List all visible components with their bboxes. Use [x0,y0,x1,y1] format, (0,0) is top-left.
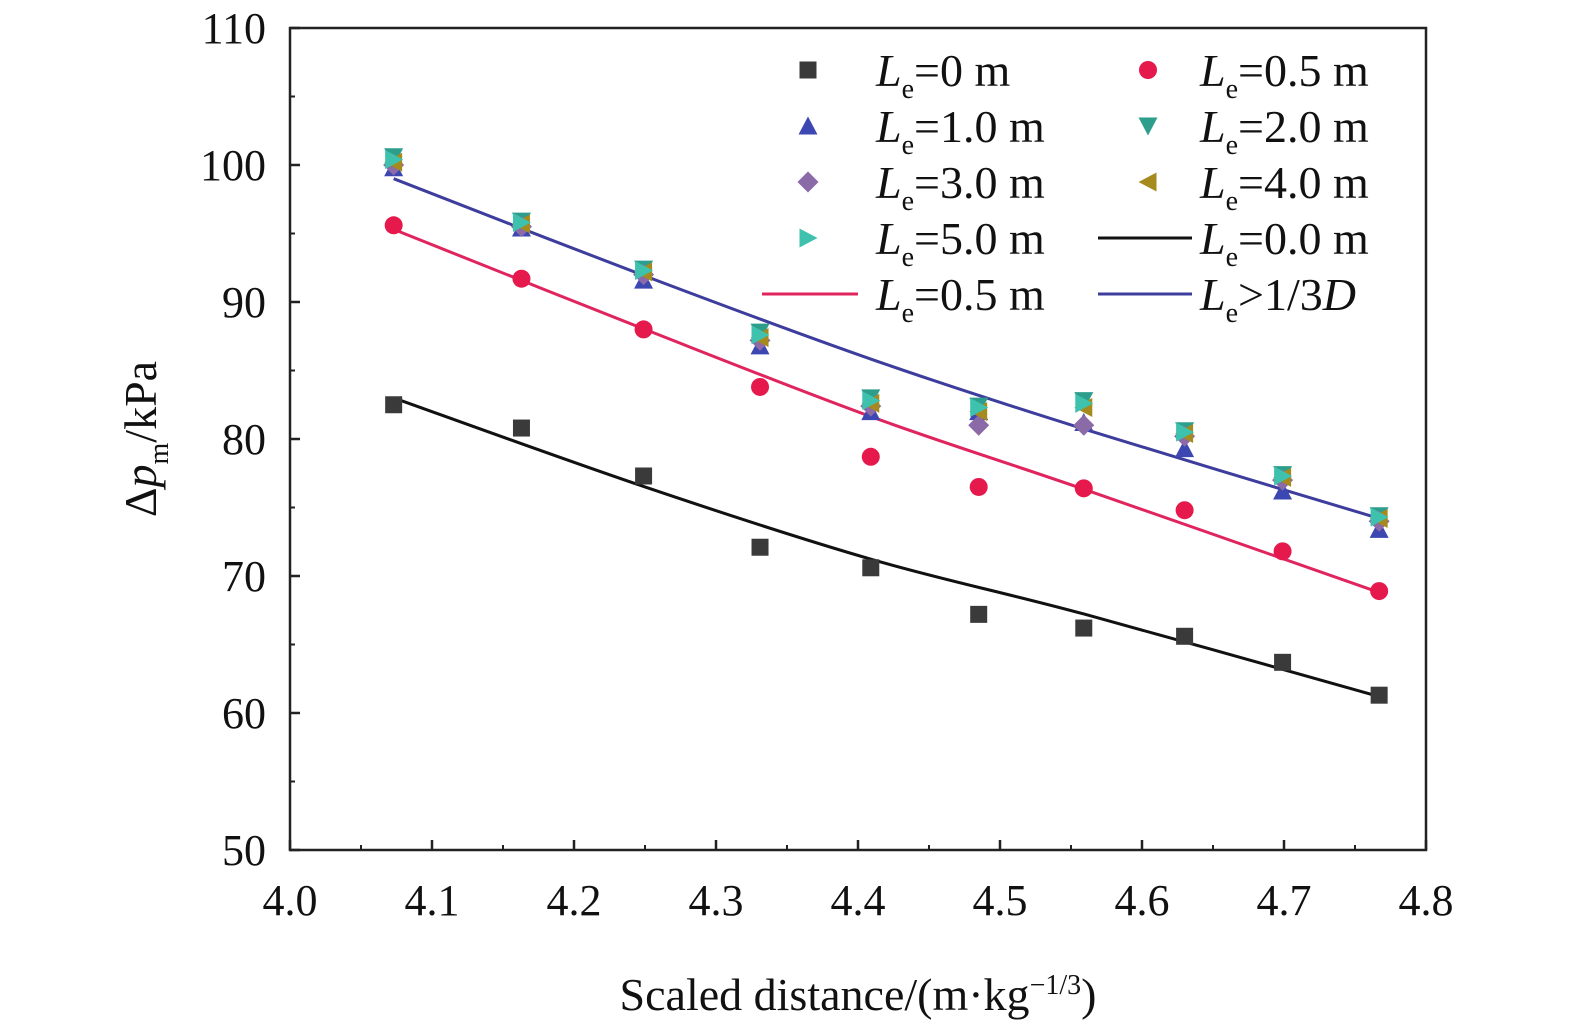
x-axis-title: Scaled distance/(m·kg−1/3) [620,969,1097,1020]
legend-marker-5 [1138,172,1157,192]
data-point-s1 [751,377,770,396]
y-tick-label: 50 [222,826,266,875]
data-point-s0 [1176,627,1194,645]
x-axis-title-close: ) [1081,969,1096,1020]
data-point-s6 [1075,393,1094,413]
data-points [383,148,1390,704]
data-point-s0 [862,559,880,577]
legend-label-4: Le=3.0 m [875,157,1045,217]
legend-marker-2 [798,116,818,135]
legend-label-6: Le=5.0 m [875,213,1045,273]
x-tick-label: 4.4 [831,876,886,925]
legend-label-2: Le=1.0 m [875,101,1045,161]
y-axis-title: Δpm/kPa [115,361,175,517]
data-point-s6 [635,260,654,280]
legend-label-1: Le=0.5 m [1199,45,1369,105]
data-point-s1 [969,477,988,496]
x-tick-label: 4.0 [263,876,318,925]
legend-label-0: Le=0 m [875,45,1010,105]
data-point-s4 [1073,414,1095,436]
x-tick-label: 4.2 [547,876,602,925]
fit-line-0 [393,396,1380,699]
data-point-s0 [635,467,653,485]
legend-label-9: Le>1/3D [1199,269,1356,329]
data-point-s1 [634,320,653,339]
legend-marker-0 [799,61,817,79]
fit-line-2 [393,177,1380,520]
data-point-s4 [968,414,990,436]
y-tick-label: 100 [200,141,266,190]
y-axis-title-var: p [115,464,166,490]
x-tick-label: 4.7 [1257,876,1312,925]
data-point-s1 [1074,479,1093,498]
legend-marker-6 [799,228,818,248]
data-point-s6 [1274,466,1293,486]
legend-label-8: Le=0.5 m [875,269,1045,329]
legend-label-5: Le=4.0 m [1199,157,1369,217]
data-point-s0 [751,538,769,556]
x-tick-label: 4.5 [973,876,1028,925]
data-point-s6 [970,397,989,417]
data-point-s0 [385,396,403,414]
y-tick-label: 110 [202,4,266,53]
data-point-s1 [861,447,880,466]
data-point-s0 [970,605,988,623]
x-axis-title-exponent: −1/3 [1030,970,1082,1001]
data-point-s0 [1370,686,1388,704]
axis-ticks: 4.0 4.1 4.2 4.3 4.4 4.5 4.6 4.7 4.8 50 60 70 80 90 100… [200,4,1454,925]
data-point-s0 [1075,619,1093,637]
y-tick-label: 60 [222,689,266,738]
y-tick-label: 70 [222,552,266,601]
y-tick-label: 80 [222,415,266,464]
data-point-s1 [1175,501,1194,520]
data-point-s1 [1273,542,1292,561]
legend-marker-4 [797,171,819,193]
data-point-s6 [512,213,531,233]
legend-marker-1 [1139,61,1157,79]
x-tick-label: 4.1 [405,876,460,925]
data-point-s6 [385,150,404,170]
legend-label-7: Le=0.0 m [1199,213,1369,273]
legend: Le=0 m Le=0.5 mLe=1.0 m Le=2.0 mLe=3.0 m Le… [762,45,1369,329]
data-point-s0 [1274,653,1292,671]
legend-label-3: Le=2.0 m [1199,101,1369,161]
data-point-s6 [751,325,770,345]
data-point-s1 [384,216,403,235]
data-point-s6 [862,391,881,411]
x-tick-label: 4.6 [1115,876,1170,925]
data-point-s2 [1175,439,1195,458]
y-axis-title-suffix: /kPa [115,361,166,443]
y-tick-label: 90 [222,278,266,327]
x-tick-label: 4.8 [1399,876,1454,925]
data-point-s0 [512,419,530,437]
legend-marker-3 [1138,117,1158,136]
data-point-s1 [512,269,531,288]
data-point-s6 [1176,422,1195,442]
data-point-s1 [1370,582,1389,601]
data-point-s6 [1370,507,1389,527]
y-axis-title-sub: m [144,442,175,464]
x-tick-label: 4.3 [689,876,744,925]
